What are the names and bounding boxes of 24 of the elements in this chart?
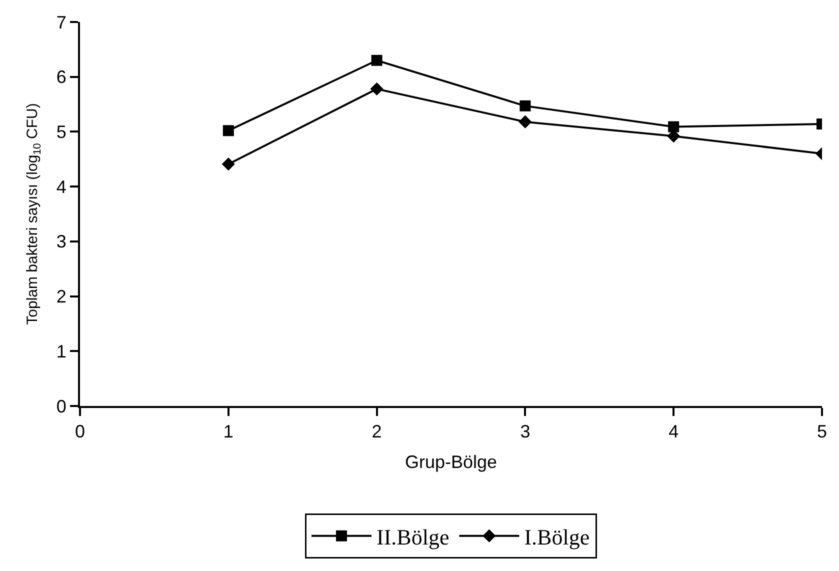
y-tick-label: 6 — [56, 67, 66, 88]
x-tick-label: 4 — [668, 422, 679, 442]
y-tick-label: 7 — [56, 12, 66, 32]
point — [668, 121, 680, 132]
y-tick-label: 4 — [56, 176, 66, 197]
point — [222, 158, 235, 170]
y-tick-label: 2 — [56, 286, 66, 307]
y-tick-label: 3 — [56, 232, 66, 252]
point — [371, 54, 382, 66]
y-tick-label: 5 — [56, 122, 66, 142]
x-tick-label: 3 — [520, 422, 530, 442]
point — [520, 100, 531, 112]
legend-label: I.Bölge — [524, 524, 590, 550]
point — [222, 125, 234, 136]
legend-label: II.Bölge — [376, 524, 450, 550]
point — [518, 115, 532, 128]
point — [370, 82, 384, 96]
x-axis-title: Grup-Bölge — [404, 452, 498, 472]
x-tick-label: 0 — [74, 422, 86, 442]
y-tick-label: 0 — [56, 396, 66, 416]
x-tick-label: 2 — [372, 422, 382, 442]
x-tick-label: 1 — [223, 422, 234, 442]
y-tick-label: 1 — [56, 341, 66, 362]
x-tick-label: 5 — [816, 422, 828, 442]
